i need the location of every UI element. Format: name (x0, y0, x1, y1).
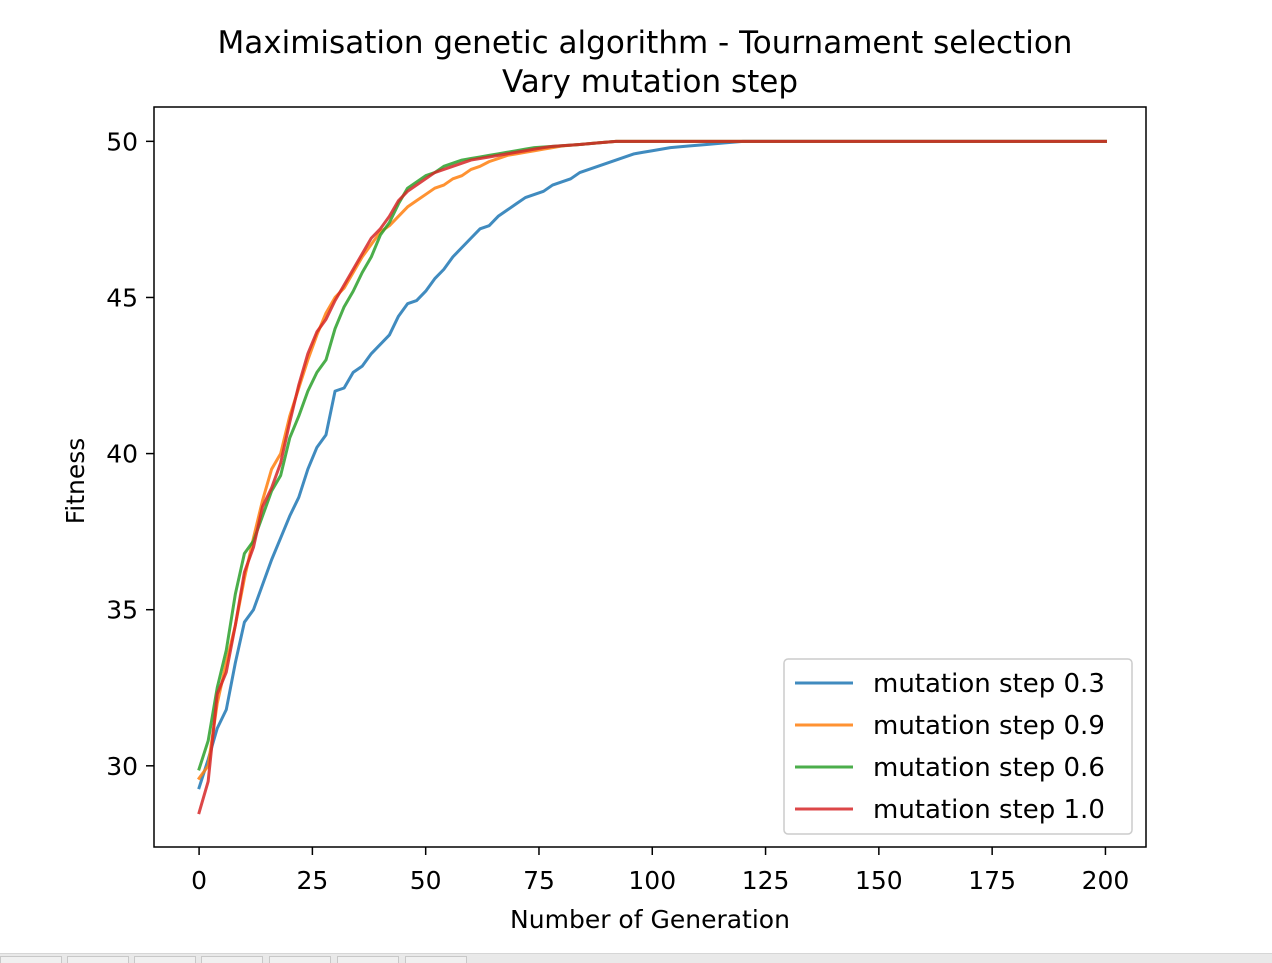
legend-label-mutation-step-0-3: mutation step 0.3 (873, 669, 1105, 699)
taskbar-tab[interactable] (67, 956, 129, 963)
x-tick-label: 0 (191, 866, 207, 895)
x-tick-label: 125 (742, 866, 790, 895)
legend-box (783, 658, 1133, 835)
legend-label-mutation-step-0-6: mutation step 0.6 (873, 753, 1105, 783)
legend-label-mutation-step-0-9: mutation step 0.9 (873, 711, 1105, 741)
x-tick-label: 50 (410, 866, 442, 895)
series-line-mutation-step-0-9 (196, 139, 1107, 781)
taskbar-tab[interactable] (269, 956, 331, 963)
taskbar-tab[interactable] (337, 956, 399, 963)
ticks-layer: 0 25 50 75 100 125 150 175 200 30 35 40 45 50 (106, 127, 1129, 895)
series-layer (196, 139, 1107, 815)
legend: mutation step 0.3 mutation step 0.9 mutati… (783, 658, 1133, 835)
series-line-mutation-step-1-0 (197, 139, 1107, 815)
y-axis-label: Fitness (61, 438, 90, 525)
taskbar (0, 953, 1272, 963)
x-tick-label: 100 (628, 866, 676, 895)
x-tick-label: 200 (1082, 866, 1130, 895)
plot-frame (153, 106, 1147, 848)
taskbar-tab[interactable] (134, 956, 196, 963)
taskbar-tab[interactable] (201, 956, 263, 963)
series-line-mutation-step-0-3 (197, 139, 1107, 790)
y-tick-label: 35 (106, 596, 138, 625)
taskbar-tab[interactable] (0, 956, 62, 963)
y-tick-label: 30 (106, 752, 138, 781)
legend-label-mutation-step-1-0: mutation step 1.0 (873, 795, 1105, 825)
legend-items: mutation step 0.3 mutation step 0.9 mutati… (795, 669, 1105, 825)
chart-subtitle: Vary mutation step (502, 64, 798, 100)
y-tick-label: 50 (106, 127, 138, 156)
y-tick-label: 40 (106, 440, 138, 469)
x-tick-label: 175 (968, 866, 1016, 895)
series-line-mutation-step-0-6 (197, 139, 1107, 771)
x-tick-label: 150 (855, 866, 903, 895)
chart-title: Maximisation genetic algorithm - Tournam… (218, 25, 1073, 61)
y-tick-label: 45 (106, 283, 138, 312)
x-tick-label: 25 (296, 866, 328, 895)
x-axis-label: Number of Generation (510, 905, 790, 934)
x-tick-label: 75 (523, 866, 555, 895)
taskbar-tab[interactable] (405, 956, 467, 963)
